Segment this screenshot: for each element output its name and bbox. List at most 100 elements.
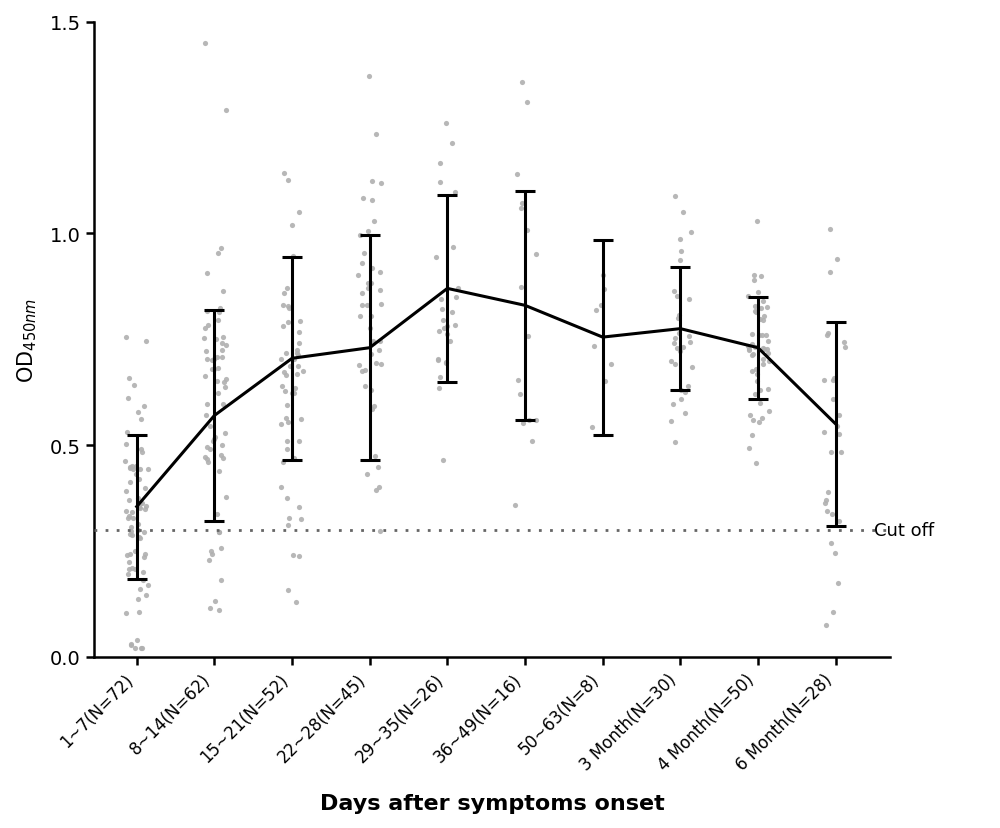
Point xyxy=(273,353,289,366)
Point xyxy=(677,386,693,399)
Point xyxy=(211,465,227,478)
Point xyxy=(290,359,306,373)
Point xyxy=(206,433,222,446)
Point xyxy=(131,500,147,513)
Point xyxy=(124,460,140,473)
Point xyxy=(284,219,300,232)
Point xyxy=(665,397,681,411)
Point xyxy=(354,287,370,301)
Point xyxy=(748,306,764,320)
Point xyxy=(206,354,222,367)
Point xyxy=(125,512,141,525)
Point xyxy=(822,224,838,237)
Point xyxy=(368,128,384,142)
Point xyxy=(215,451,231,465)
Point xyxy=(447,186,463,200)
Point xyxy=(680,379,696,392)
Point xyxy=(218,373,234,386)
Point xyxy=(121,556,137,569)
Point xyxy=(202,420,218,433)
Point xyxy=(133,642,149,655)
Point xyxy=(363,383,379,397)
Point xyxy=(210,315,226,328)
Point xyxy=(742,409,758,422)
Point xyxy=(119,426,135,440)
Point xyxy=(135,566,151,579)
Point xyxy=(747,300,763,313)
Point xyxy=(748,363,764,377)
Point xyxy=(132,497,148,510)
Point xyxy=(197,37,213,51)
Point xyxy=(278,369,294,383)
Point xyxy=(210,387,226,400)
Point xyxy=(372,335,388,348)
Point xyxy=(818,493,834,507)
Point xyxy=(117,455,133,469)
Point xyxy=(672,233,688,246)
Point xyxy=(442,335,458,348)
Point xyxy=(293,412,309,426)
Point xyxy=(675,206,691,219)
Point xyxy=(132,497,148,510)
Point xyxy=(128,468,144,481)
Point xyxy=(448,291,464,304)
Point xyxy=(431,383,447,396)
Point xyxy=(450,282,466,296)
Point xyxy=(519,224,535,238)
Point xyxy=(663,355,679,368)
Point xyxy=(759,301,775,314)
Point xyxy=(280,315,296,329)
Point xyxy=(136,400,152,413)
Point xyxy=(200,319,216,332)
Point xyxy=(445,241,461,254)
Point xyxy=(122,547,138,561)
Point xyxy=(213,243,229,256)
Point xyxy=(681,293,697,306)
Point xyxy=(368,484,384,497)
Point xyxy=(596,283,612,296)
Point xyxy=(215,397,231,411)
Point xyxy=(200,455,216,469)
Point xyxy=(120,568,136,581)
Point xyxy=(127,642,143,655)
Point xyxy=(276,167,292,181)
Point xyxy=(214,344,230,358)
Point xyxy=(279,435,295,448)
Point xyxy=(512,388,528,401)
Point xyxy=(210,248,226,261)
Y-axis label: OD$_{450nm}$: OD$_{450nm}$ xyxy=(15,297,39,383)
Point xyxy=(120,392,136,405)
Point xyxy=(352,229,368,242)
Point xyxy=(439,320,455,334)
Point xyxy=(279,492,295,505)
Point xyxy=(360,277,376,291)
Point xyxy=(291,436,307,449)
Point xyxy=(119,549,135,562)
Point xyxy=(366,215,382,229)
Point xyxy=(434,303,450,316)
Point xyxy=(593,300,609,313)
Point xyxy=(365,335,381,349)
Point xyxy=(588,304,604,317)
Point xyxy=(755,314,771,327)
Point xyxy=(122,476,138,489)
Point xyxy=(673,245,689,258)
Point xyxy=(134,642,150,655)
Point xyxy=(673,384,689,397)
Point xyxy=(744,349,760,363)
Point xyxy=(120,512,136,525)
Point xyxy=(760,335,776,348)
Point xyxy=(438,118,454,131)
Point xyxy=(820,327,836,340)
Point xyxy=(289,347,305,360)
Point xyxy=(682,336,698,349)
Point xyxy=(749,368,765,382)
Point xyxy=(666,285,682,298)
Point xyxy=(274,380,290,393)
Point xyxy=(432,370,448,383)
Point xyxy=(741,441,757,455)
Point xyxy=(831,409,847,422)
Point xyxy=(760,383,776,396)
Point xyxy=(819,504,835,518)
Point xyxy=(749,215,765,229)
